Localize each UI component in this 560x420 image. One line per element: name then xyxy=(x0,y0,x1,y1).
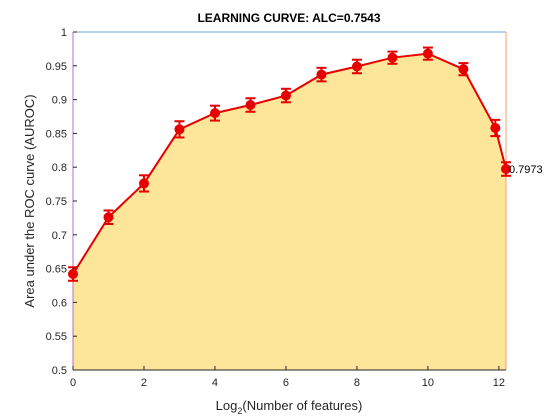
data-point xyxy=(245,100,256,111)
x-tick-label: 8 xyxy=(354,377,360,389)
data-point xyxy=(387,52,398,63)
y-tick-label: 0.9 xyxy=(52,95,67,107)
data-point xyxy=(458,64,469,75)
data-point xyxy=(501,164,511,175)
x-axis-label-suffix: (Number of features) xyxy=(242,398,362,413)
x-tick-label: 12 xyxy=(493,377,505,389)
x-tick-label: 6 xyxy=(283,377,289,389)
end-value-label: 0.7973 xyxy=(509,164,543,176)
x-tick-label: 10 xyxy=(422,377,434,389)
x-axis-label: Log2(Number of features) xyxy=(216,398,363,416)
y-tick-label: 0.95 xyxy=(46,61,67,73)
data-point xyxy=(103,212,114,223)
y-tick-label: 0.65 xyxy=(46,264,67,276)
data-point xyxy=(280,90,291,101)
y-tick-label: 0.75 xyxy=(46,196,67,208)
data-point xyxy=(174,124,185,135)
x-axis-label-prefix: Log xyxy=(216,398,238,413)
data-point xyxy=(209,108,220,119)
y-tick-label: 1 xyxy=(61,27,67,39)
x-tick-label: 0 xyxy=(70,377,76,389)
data-point xyxy=(316,69,327,80)
data-point xyxy=(422,48,433,59)
data-point xyxy=(490,122,501,133)
x-axis-label-subscript: 2 xyxy=(237,406,242,416)
y-tick-label: 0.5 xyxy=(52,365,67,377)
y-tick-label: 0.8 xyxy=(52,162,67,174)
x-tick-label: 2 xyxy=(141,377,147,389)
chart-title: LEARNING CURVE: ALC=0.7543 xyxy=(197,11,380,25)
data-point xyxy=(68,269,78,280)
y-tick-label: 0.7 xyxy=(52,230,67,242)
data-point xyxy=(351,61,362,72)
y-axis-label: Area under the ROC curve (AUROC) xyxy=(22,94,37,307)
series-line xyxy=(72,52,507,275)
y-tick-label: 0.55 xyxy=(46,331,67,343)
y-tick-label: 0.6 xyxy=(52,297,67,309)
y-tick-label: 0.85 xyxy=(46,128,67,140)
x-tick-label: 4 xyxy=(212,377,218,389)
data-point xyxy=(138,178,149,189)
